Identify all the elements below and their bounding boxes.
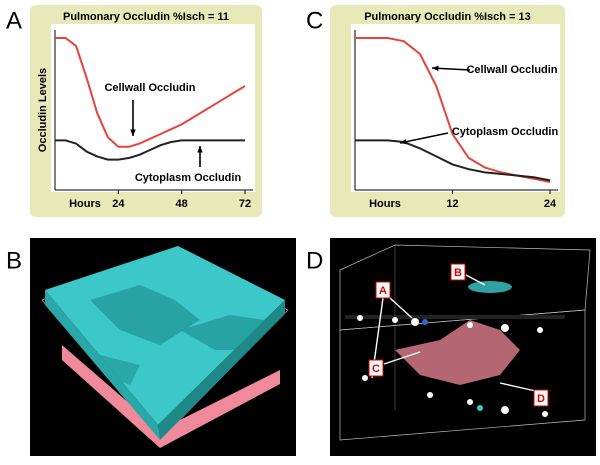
- arrow-head: [432, 65, 439, 72]
- region-label: D: [537, 393, 545, 405]
- panel-label: B: [6, 247, 22, 274]
- panel-label: C: [306, 7, 323, 34]
- series-line: [355, 139, 551, 182]
- series-line: [55, 139, 245, 161]
- series-annotation: Cellwall Occludin: [104, 82, 195, 94]
- series-annotation: Cellwall Occludin: [466, 64, 557, 76]
- x-tick-label: 24: [544, 198, 557, 210]
- arrow-head: [400, 139, 407, 145]
- chart-title: Pulmonary Occludin %Isch = 13: [364, 11, 531, 23]
- plot-area: [51, 24, 255, 192]
- label-box: [375, 281, 391, 299]
- panel-label: D: [306, 247, 323, 274]
- x-axis-label: Hours: [69, 198, 101, 210]
- label-box: [533, 389, 549, 407]
- region-label: C: [372, 363, 380, 375]
- label-box: [450, 263, 466, 281]
- y-axis-label: Occludin Levels: [37, 68, 49, 152]
- panel-label: A: [6, 7, 22, 34]
- region-label: B: [454, 267, 462, 279]
- series-annotation: Cytoplasm Occludin: [452, 126, 559, 138]
- render-b: [30, 238, 296, 456]
- x-tick-label: 72: [239, 198, 251, 210]
- x-tick-label: 48: [176, 198, 188, 210]
- label-box: [368, 359, 384, 377]
- x-tick-label: 12: [446, 198, 458, 210]
- x-axis-label: Hours: [369, 198, 401, 210]
- arrow-head: [130, 129, 136, 136]
- series-annotation: Cytoplasm Occludin: [135, 172, 242, 184]
- chart-title: Pulmonary Occludin %Isch = 11: [63, 11, 229, 23]
- arrow-head: [197, 146, 203, 153]
- arrow: [399, 132, 449, 144]
- series-line: [55, 37, 246, 148]
- plot-area: [351, 24, 560, 192]
- x-tick-label: 24: [112, 198, 125, 210]
- region-label: A: [379, 285, 387, 297]
